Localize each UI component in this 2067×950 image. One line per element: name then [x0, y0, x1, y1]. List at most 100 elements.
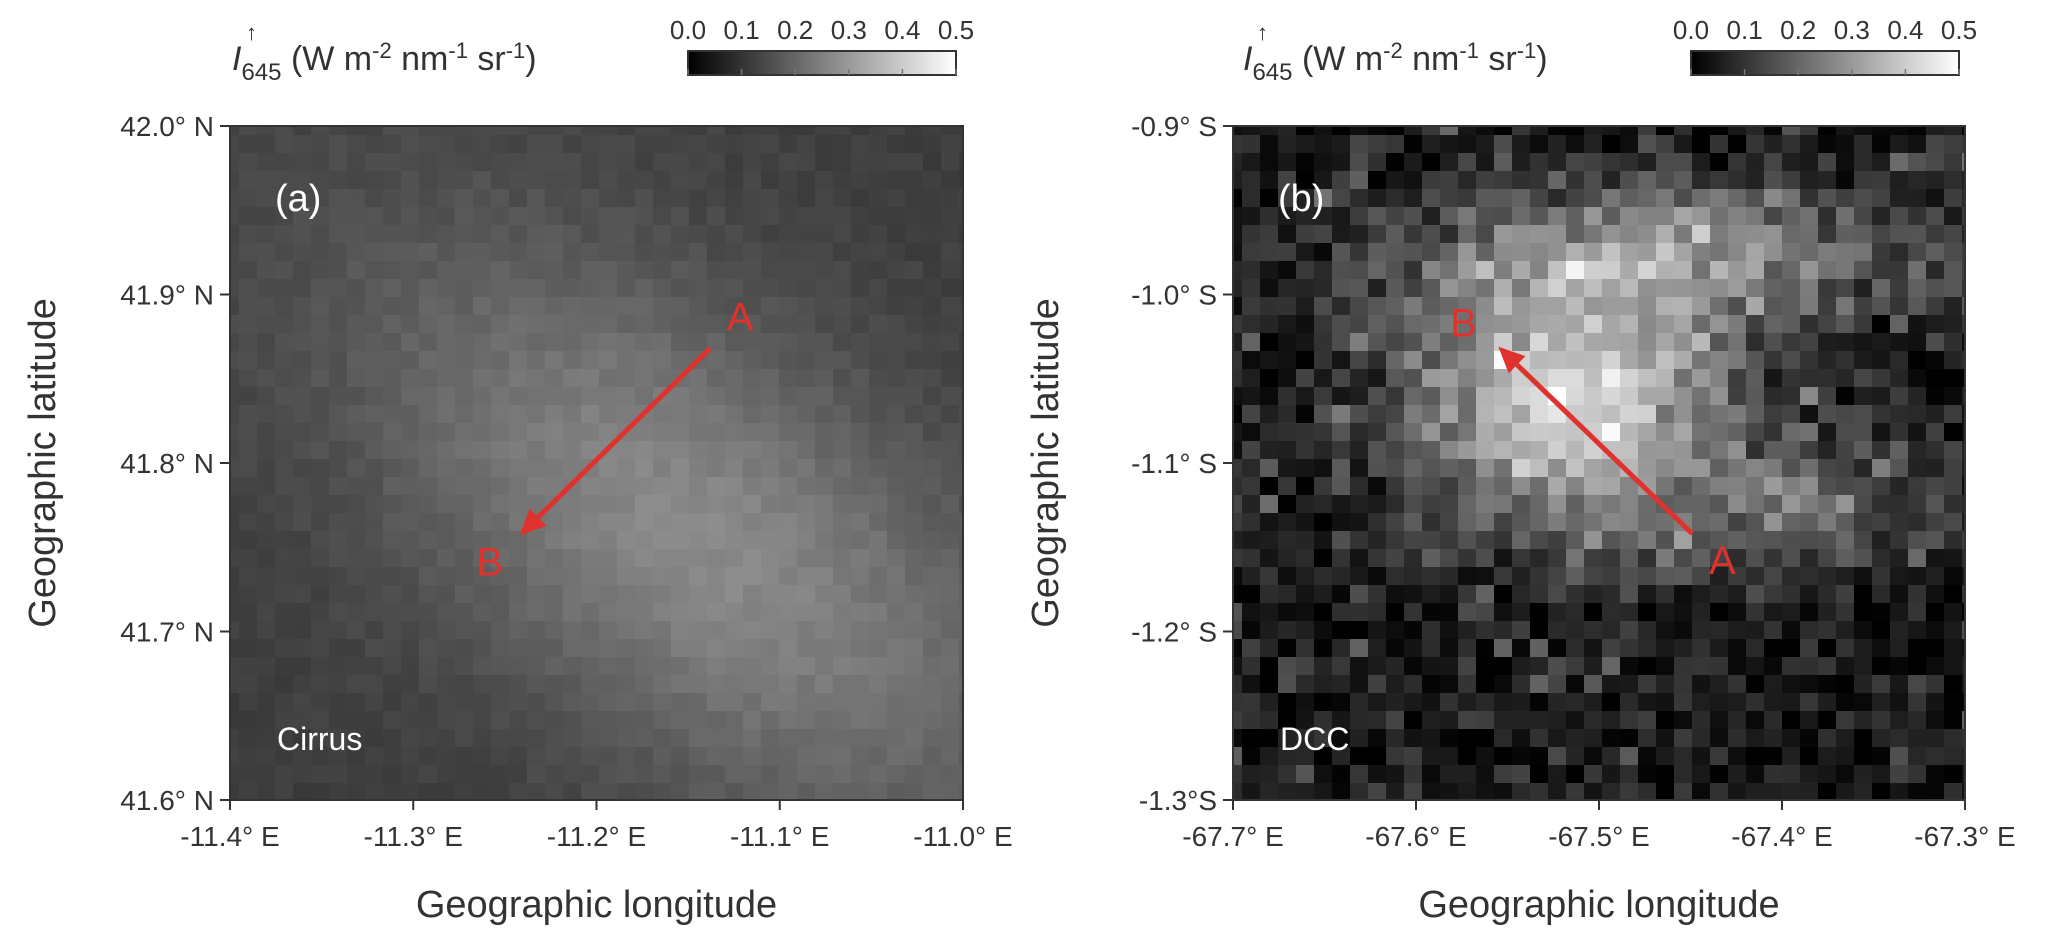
heatmap-cell: [1440, 495, 1459, 514]
heatmap-cell: [1800, 189, 1819, 208]
heatmap-cell: [1566, 477, 1585, 496]
heatmap-cell: [1548, 549, 1567, 568]
heatmap-cell: [1584, 315, 1603, 334]
heatmap-cell: [365, 297, 384, 316]
heatmap-cell: [1548, 333, 1567, 352]
heatmap-cell: [419, 729, 438, 748]
heatmap-cell: [1818, 441, 1837, 460]
heatmap-cell: [941, 585, 960, 604]
heatmap-cell: [311, 171, 330, 190]
heatmap-cell: [473, 279, 492, 298]
heatmap-cell: [1332, 423, 1351, 442]
heatmap-cell: [797, 351, 816, 370]
heatmap-cell: [383, 333, 402, 352]
heatmap-cell: [887, 423, 906, 442]
heatmap-cell: [833, 153, 852, 172]
heatmap-cell: [1296, 126, 1315, 136]
heatmap-cell: [959, 549, 963, 568]
heatmap-cell: [779, 369, 798, 388]
heatmap-cell: [869, 729, 888, 748]
heatmap-cell: [1233, 549, 1243, 568]
heatmap-cell: [1494, 441, 1513, 460]
heatmap-cell: [509, 693, 528, 712]
heatmap-cell: [1242, 207, 1261, 226]
heatmap-cell: [1656, 711, 1675, 730]
heatmap-cell: [1530, 657, 1549, 676]
heatmap-cell: [1350, 675, 1369, 694]
heatmap-cell: [1764, 531, 1783, 550]
heatmap-cell: [1476, 693, 1495, 712]
heatmap-cell: [1512, 279, 1531, 298]
heatmap-cell: [1728, 549, 1747, 568]
heatmap-cell: [1548, 477, 1567, 496]
heatmap-cell: [923, 189, 942, 208]
heatmap-cell: [1260, 477, 1279, 496]
heatmap-cell: [437, 153, 456, 172]
heatmap-cell: [1440, 171, 1459, 190]
heatmap-cell: [545, 585, 564, 604]
heatmap-cell: [1980, 423, 1999, 442]
heatmap-cell: [1368, 171, 1387, 190]
heatmap-cell: [1386, 801, 1405, 820]
heatmap-cell: [1584, 603, 1603, 622]
heatmap-cell: [275, 126, 294, 136]
heatmap-cell: [1836, 549, 1855, 568]
heatmap-cell: [1332, 531, 1351, 550]
heatmap-cell: [1386, 711, 1405, 730]
heatmap-cell: [257, 171, 276, 190]
heatmap-cell: [1350, 441, 1369, 460]
heatmap-cell: [1656, 225, 1675, 244]
heatmap-cell: [1728, 243, 1747, 262]
heatmap-cell: [1782, 135, 1801, 154]
heatmap-cell: [239, 171, 258, 190]
heatmap-cell: [869, 225, 888, 244]
heatmap-cell: [1350, 351, 1369, 370]
heatmap-cell: [509, 585, 528, 604]
heatmap-cell: [1746, 477, 1765, 496]
heatmap-cell: [1260, 675, 1279, 694]
heatmap-cell: [491, 369, 510, 388]
heatmap-cell: [599, 657, 618, 676]
heatmap-cell: [239, 225, 258, 244]
heatmap-cell: [1800, 531, 1819, 550]
heatmap-cell: [1314, 333, 1333, 352]
heatmap-cell: [455, 243, 474, 262]
heatmap-cell: [743, 261, 762, 280]
heatmap-cell: [725, 585, 744, 604]
heatmap-cell: [1350, 387, 1369, 406]
heatmap-cell: [1296, 567, 1315, 586]
heatmap-cell: [599, 495, 618, 514]
heatmap-cell: [851, 675, 870, 694]
heatmap-cell: [401, 153, 420, 172]
heatmap-cell: [491, 315, 510, 334]
heatmap-cell: [797, 567, 816, 586]
heatmap-cell: [959, 297, 963, 316]
heatmap-cell: [257, 567, 276, 586]
heatmap-cell: [563, 225, 582, 244]
heatmap-cell: [1242, 711, 1261, 730]
heatmap-cell: [1944, 459, 1963, 478]
heatmap-cell: [1746, 657, 1765, 676]
heatmap-cell: [581, 639, 600, 658]
heatmap-cell: [833, 513, 852, 532]
heatmap-cell: [581, 693, 600, 712]
heatmap-cell: [437, 459, 456, 478]
heatmap-cell: [419, 549, 438, 568]
heatmap-cell: [887, 126, 906, 136]
heatmap-cell: [797, 639, 816, 658]
heatmap-cell: [383, 459, 402, 478]
heatmap-cell: [1566, 801, 1585, 820]
heatmap-cell: [905, 783, 924, 800]
heatmap-cell: [1566, 225, 1585, 244]
heatmap-cell: [293, 819, 312, 838]
heatmap-cell: [653, 531, 672, 550]
heatmap-cell: [941, 711, 960, 730]
heatmap-cell: [1638, 126, 1657, 136]
heatmap-cell: [419, 513, 438, 532]
heatmap-cell: [473, 423, 492, 442]
heatmap-cell: [1638, 549, 1657, 568]
heatmap-cell: [1890, 387, 1909, 406]
heatmap-cell: [1476, 783, 1495, 800]
heatmap-cell: [293, 459, 312, 478]
heatmap-cell: [509, 675, 528, 694]
